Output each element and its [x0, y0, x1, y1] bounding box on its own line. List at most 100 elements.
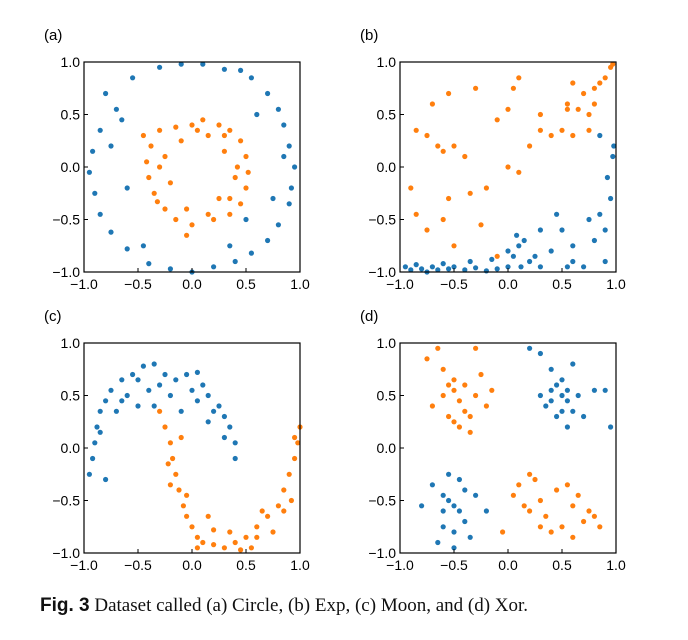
- point-b-s1-19: [581, 90, 587, 97]
- point-b-s0-42: [611, 143, 617, 149]
- point-c-s1-5: [176, 487, 182, 493]
- point-a-s1-35: [140, 132, 146, 139]
- point-b-s1-41: [537, 111, 544, 118]
- point-b-s0-1: [408, 267, 414, 273]
- point-c-s1-16: [265, 513, 271, 519]
- ytick-label-a-4: −1.0: [52, 264, 80, 280]
- point-b-s0-12: [483, 268, 489, 274]
- point-c-s1-38: [259, 508, 265, 514]
- point-d-s0-37: [451, 545, 457, 551]
- point-c-s1-33: [184, 492, 190, 498]
- point-b-s1-6: [462, 153, 468, 160]
- point-a-s0-17: [248, 250, 254, 256]
- point-c-s0-9: [140, 363, 146, 369]
- point-d-s0-22: [440, 492, 446, 498]
- point-a-s0-23: [124, 246, 130, 252]
- point-d-s1-5: [456, 398, 462, 404]
- point-c-s0-23: [157, 382, 163, 388]
- xtick-label-a-2: 0.0: [182, 276, 202, 292]
- point-b-s0-30: [597, 132, 603, 139]
- point-a-s1-34: [205, 211, 211, 217]
- point-a-s1-22: [205, 132, 211, 139]
- ytick-label-c-4: −1.0: [52, 545, 80, 561]
- panel-b: (b) −1.0 −0.5 0.0 0.5 1.0 1.0 0.5 0.0 −0.5 −1.0: [360, 27, 626, 292]
- point-a-s1-19: [148, 143, 154, 149]
- point-a-s1-3: [200, 117, 206, 123]
- ytick-label-d-3: −0.5: [368, 493, 396, 509]
- point-a-s0-34: [227, 243, 233, 249]
- point-b-s0-6: [435, 267, 441, 273]
- point-b-s0-38: [467, 258, 473, 265]
- point-a-s1-14: [173, 216, 179, 223]
- point-d-s1-1: [435, 345, 441, 351]
- point-c-s1-21: [295, 440, 301, 446]
- point-b-s0-8: [446, 266, 452, 272]
- point-d-s0-32: [473, 492, 479, 498]
- xtick-label-c-0: −1.0: [70, 557, 98, 573]
- xtick-label-d-0: −1.0: [386, 557, 414, 573]
- panel-c: (c) −1.0 −0.5 0.0 0.5 1.0 1.0 0.5 0.0 −0.5 −1.0: [44, 308, 310, 573]
- point-a-s1-7: [243, 153, 249, 160]
- point-d-s1-10: [440, 392, 446, 399]
- point-d-s1-25: [559, 524, 565, 530]
- point-b-s0-34: [537, 227, 544, 233]
- point-b-s1-22: [597, 80, 603, 86]
- point-b-s1-11: [516, 169, 522, 175]
- point-b-s1-31: [424, 227, 430, 233]
- point-b-s1-7: [473, 85, 479, 91]
- point-b-s1-40: [516, 75, 522, 81]
- point-d-s1-37: [564, 482, 571, 488]
- point-b-s1-43: [505, 106, 511, 112]
- point-d-s0-38: [527, 345, 533, 351]
- point-b-s0-28: [608, 195, 614, 202]
- panel-label-c: (c): [44, 308, 62, 325]
- panel-label-d: (d): [360, 308, 378, 325]
- point-c-s0-22: [146, 387, 152, 393]
- point-d-s1-0: [424, 356, 430, 362]
- point-c-s1-8: [189, 524, 195, 530]
- point-a-s0-5: [221, 66, 227, 72]
- xtick-label-a-1: −0.5: [124, 276, 152, 292]
- point-a-s0-2: [157, 64, 163, 70]
- point-b-s0-7: [440, 261, 446, 267]
- ytick-label-b-1: 0.5: [377, 107, 397, 123]
- point-b-s0-20: [537, 264, 544, 270]
- point-a-s1-16: [151, 190, 157, 196]
- point-d-s0-2: [554, 382, 560, 388]
- point-c-s0-16: [205, 392, 211, 399]
- point-d-s1-12: [462, 382, 468, 388]
- ytick-label-d-1: 0.5: [377, 388, 397, 404]
- point-d-s0-34: [483, 508, 489, 514]
- point-a-s0-19: [211, 264, 217, 270]
- point-a-s1-8: [245, 169, 251, 175]
- point-c-s0-24: [167, 392, 173, 399]
- point-d-s0-23: [446, 497, 452, 504]
- point-c-s1-20: [292, 455, 298, 462]
- point-a-s1-2: [189, 122, 195, 128]
- point-d-s1-41: [473, 345, 479, 351]
- point-c-s0-32: [194, 398, 200, 404]
- point-d-s0-20: [419, 503, 425, 509]
- ytick-label-c-0: 1.0: [61, 335, 81, 351]
- point-b-s0-32: [554, 211, 560, 217]
- point-d-s1-29: [591, 513, 598, 519]
- point-a-s1-30: [227, 195, 233, 202]
- point-b-s1-20: [586, 111, 592, 118]
- point-d-s1-38: [527, 508, 533, 514]
- panel-d: (d) −1.0 −0.5 0.0 0.5 1.0 1.0 0.5 0.0 −0.5 −1.0: [360, 308, 626, 573]
- point-c-s0-7: [119, 377, 125, 383]
- point-d-s0-39: [564, 387, 571, 393]
- point-d-s0-1: [548, 366, 554, 372]
- point-b-s1-16: [564, 101, 571, 107]
- point-b-s1-33: [451, 243, 457, 249]
- point-b-s0-3: [419, 266, 425, 272]
- point-c-s1-2: [167, 440, 173, 446]
- point-c-s0-27: [124, 392, 130, 399]
- point-c-s0-5: [103, 398, 109, 404]
- point-b-s0-13: [494, 266, 500, 272]
- point-d-s0-28: [467, 534, 473, 540]
- point-a-s1-25: [184, 206, 190, 212]
- point-a-s0-0: [103, 90, 109, 97]
- axes-frame-c: [83, 342, 301, 554]
- ytick-label-d-0: 1.0: [377, 335, 397, 351]
